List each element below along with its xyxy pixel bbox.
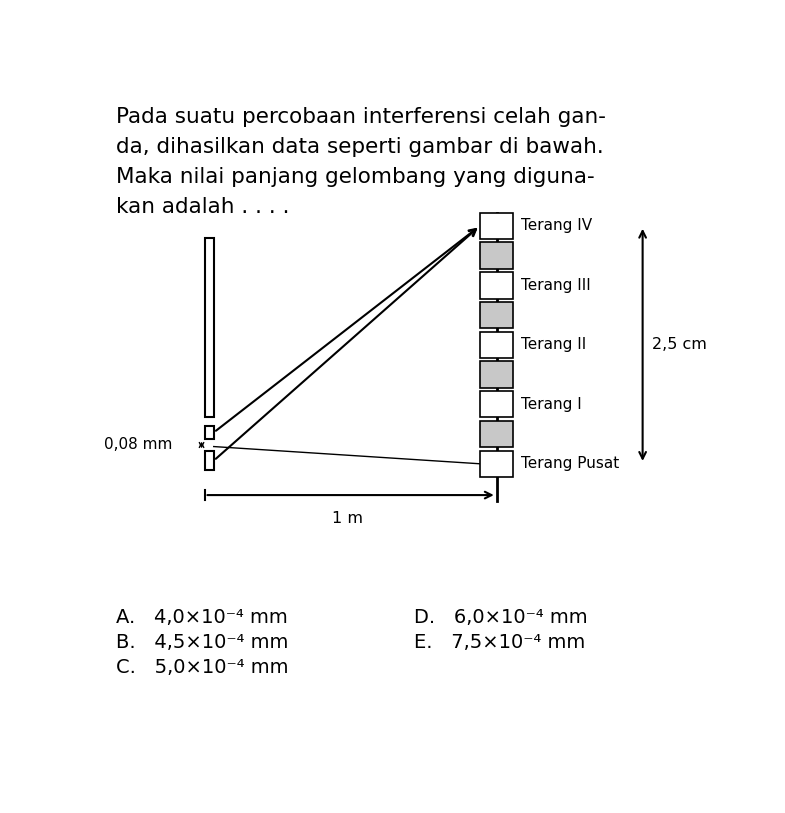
Bar [480,362,513,388]
Bar [480,391,513,417]
Text: Terang I: Terang I [520,397,582,412]
Text: Terang III: Terang III [520,278,590,293]
Bar [480,450,513,477]
Text: da, dihasilkan data seperti gambar di bawah.: da, dihasilkan data seperti gambar di ba… [116,137,604,157]
Text: A.   4,0×10⁻⁴ mm: A. 4,0×10⁻⁴ mm [116,608,288,627]
Bar [480,213,513,239]
Bar [205,426,214,439]
Text: B.   4,5×10⁻⁴ mm: B. 4,5×10⁻⁴ mm [116,633,289,652]
Text: C.   5,0×10⁻⁴ mm: C. 5,0×10⁻⁴ mm [116,658,289,677]
Text: D.   6,0×10⁻⁴ mm: D. 6,0×10⁻⁴ mm [414,608,588,627]
Text: 2,5 cm: 2,5 cm [652,337,706,352]
Text: kan adalah . . . .: kan adalah . . . . [116,197,290,217]
Bar [480,421,513,447]
Text: Pada suatu percobaan interferensi celah gan-: Pada suatu percobaan interferensi celah … [116,107,606,127]
Text: Maka nilai panjang gelombang yang diguna-: Maka nilai panjang gelombang yang diguna… [116,167,595,187]
Text: Terang II: Terang II [520,337,586,352]
Text: Terang Pusat: Terang Pusat [520,456,619,472]
Bar [205,238,214,417]
Bar [205,451,214,470]
Bar [480,242,513,269]
Bar [480,302,513,328]
Text: 0,08 mm: 0,08 mm [104,437,173,453]
Bar [480,272,513,298]
Text: E.   7,5×10⁻⁴ mm: E. 7,5×10⁻⁴ mm [414,633,586,652]
Text: 1 m: 1 m [332,511,363,526]
Bar [480,332,513,358]
Text: Terang IV: Terang IV [520,219,592,233]
